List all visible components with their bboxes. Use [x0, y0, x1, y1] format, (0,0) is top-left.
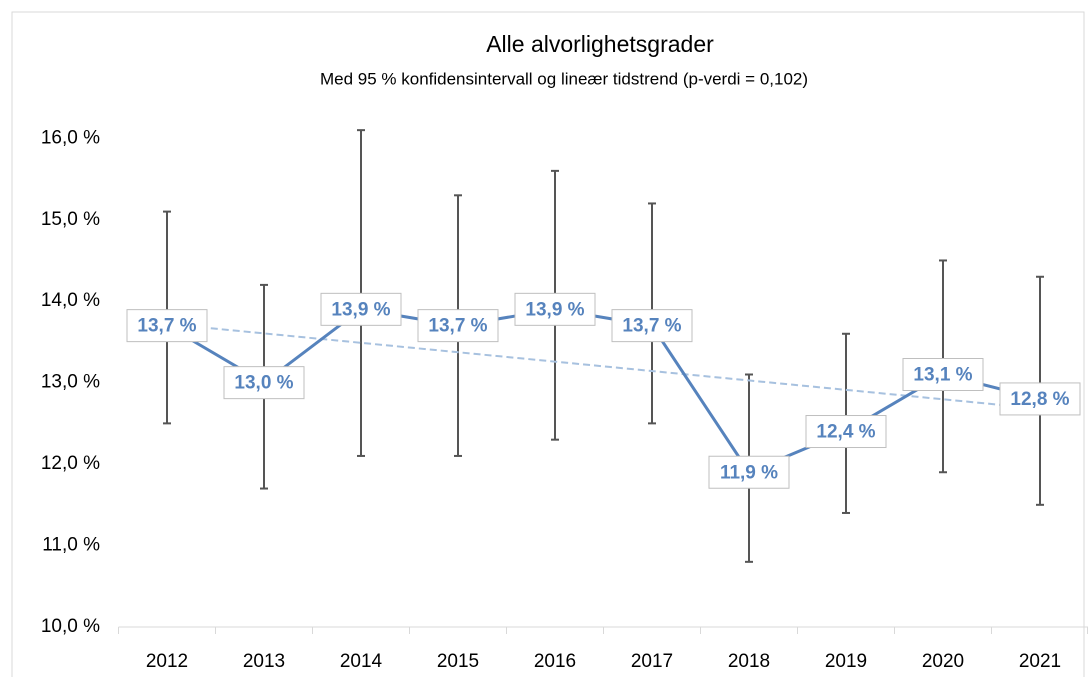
y-tick-label: 10,0 % — [41, 616, 100, 637]
data-label: 13,1 % — [913, 365, 972, 386]
data-label: 13,7 % — [428, 316, 487, 337]
data-label-box — [223, 366, 305, 400]
trendline — [166, 323, 1041, 410]
x-tick-label: 2016 — [534, 651, 576, 672]
x-tick-label: 2013 — [243, 651, 285, 672]
chart-border — [11, 11, 1085, 677]
y-tick-label: 11,0 % — [42, 535, 100, 556]
x-tick-label: 2015 — [437, 651, 479, 672]
data-label-box — [320, 292, 402, 326]
x-tick-label: 2012 — [146, 651, 188, 672]
x-tick-label: 2017 — [631, 651, 673, 672]
data-line — [166, 307, 1041, 475]
data-label-box — [126, 309, 208, 343]
y-tick-label: 14,0 % — [41, 290, 100, 311]
data-label-box — [417, 309, 499, 343]
data-label: 12,4 % — [816, 422, 875, 443]
data-label-box — [805, 415, 887, 449]
data-label: 13,9 % — [331, 299, 390, 320]
chart-title: Alle alvorlighetsgrader — [486, 31, 714, 57]
chart-subtitle: Med 95 % konfidensintervall og lineær ti… — [320, 69, 808, 88]
data-label: 13,0 % — [234, 373, 293, 394]
data-label-box — [999, 382, 1081, 416]
x-tick-label: 2014 — [340, 651, 383, 672]
y-tick-label: 15,0 % — [41, 209, 100, 230]
data-label-box — [708, 455, 790, 489]
y-tick-label: 12,0 % — [41, 453, 100, 474]
x-tick-label: 2018 — [728, 651, 770, 672]
data-label: 13,7 % — [622, 316, 681, 337]
y-tick-label: 16,0 % — [41, 127, 100, 148]
data-label: 13,7 % — [137, 316, 196, 337]
data-label-box — [514, 292, 596, 326]
data-label: 13,9 % — [525, 299, 584, 320]
data-label-box — [611, 309, 693, 343]
y-tick-label: 13,0 % — [41, 372, 100, 393]
data-label: 12,8 % — [1010, 389, 1069, 410]
x-tick-label: 2021 — [1019, 651, 1061, 672]
data-label-box — [902, 358, 984, 391]
x-tick-label: 2020 — [922, 651, 964, 672]
x-tick-label: 2019 — [825, 651, 867, 672]
data-label: 11,9 % — [720, 462, 778, 483]
